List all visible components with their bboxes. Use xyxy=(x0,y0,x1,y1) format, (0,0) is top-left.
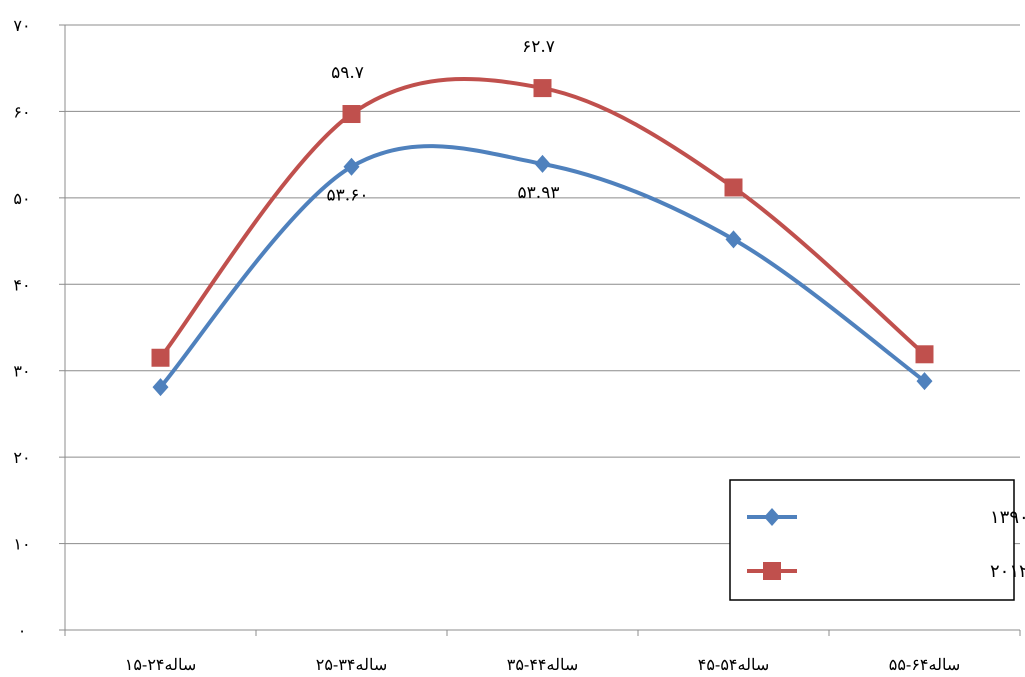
legend-label: ایران در سال ۱۳۹۰ xyxy=(990,507,1025,528)
marker-diamond xyxy=(152,378,169,397)
legend-box xyxy=(729,479,1015,601)
x-tick-label: ۲۵-۳۴ساله xyxy=(316,655,388,674)
y-tick-label: ۷۰ xyxy=(13,16,30,35)
y-tick-label: ۶۰ xyxy=(13,102,30,121)
x-tick-label: ۱۵-۲۴ساله xyxy=(125,655,197,674)
series-group xyxy=(151,76,934,397)
y-tick-label: ۱۰ xyxy=(13,535,30,554)
legend-label: ترکیه در سال ۲۰۱۲ xyxy=(990,561,1025,582)
x-tick-label: ۴۵-۵۴ساله xyxy=(698,655,770,674)
marker-square xyxy=(915,345,934,364)
axes xyxy=(59,24,1021,636)
legend-item: ایران در سال ۱۳۹۰ xyxy=(747,507,1025,528)
marker-diamond xyxy=(343,157,360,176)
series-line xyxy=(158,76,927,360)
marker-diamond xyxy=(725,230,742,249)
legend: ایران در سال ۱۳۹۰ ترکیه در سال ۲۰۱۲ xyxy=(729,479,1025,601)
x-tick-label: ۵۵-۶۴ساله xyxy=(889,655,961,674)
y-tick-label: ۴۰ xyxy=(13,275,30,294)
marker-square xyxy=(151,348,170,367)
series-iran xyxy=(152,144,933,397)
y-tick-labels: ۰ ۱۰ ۲۰ ۳۰ ۴۰ ۵۰ ۶۰ ۷۰ xyxy=(13,16,30,640)
marker-diamond xyxy=(916,372,933,391)
legend-item: ترکیه در سال ۲۰۱۲ xyxy=(747,561,1025,582)
marker-diamond xyxy=(534,154,551,173)
y-tick-label: ۵۰ xyxy=(13,189,30,208)
x-tick-labels: ۱۵-۲۴ساله ۲۵-۳۴ساله ۳۵-۴۴ساله ۴۵-۵۴ساله ۵۵-۶… xyxy=(125,655,961,674)
data-label: ۵۳.۹۳ xyxy=(518,183,560,203)
data-label: ۵۹.۷ xyxy=(331,63,364,83)
marker-diamond xyxy=(764,508,780,526)
marker-square xyxy=(724,178,743,197)
marker-square xyxy=(763,562,781,580)
x-tick-label: ۳۵-۴۴ساله xyxy=(507,655,579,674)
y-tick-label: ۲۰ xyxy=(13,448,30,467)
data-labels: ۵۳.۶۰ ۵۳.۹۳ ۵۹.۷ ۶۲.۷ xyxy=(327,37,560,206)
marker-square xyxy=(533,79,552,98)
y-tick-label: ۰ xyxy=(18,621,27,640)
data-label: ۵۳.۶۰ xyxy=(327,186,369,206)
gridlines xyxy=(65,24,1020,545)
y-tick-label: ۳۰ xyxy=(13,362,30,381)
marker-square xyxy=(342,105,361,124)
data-label: ۶۲.۷ xyxy=(522,37,555,57)
series-turkey xyxy=(151,76,934,367)
